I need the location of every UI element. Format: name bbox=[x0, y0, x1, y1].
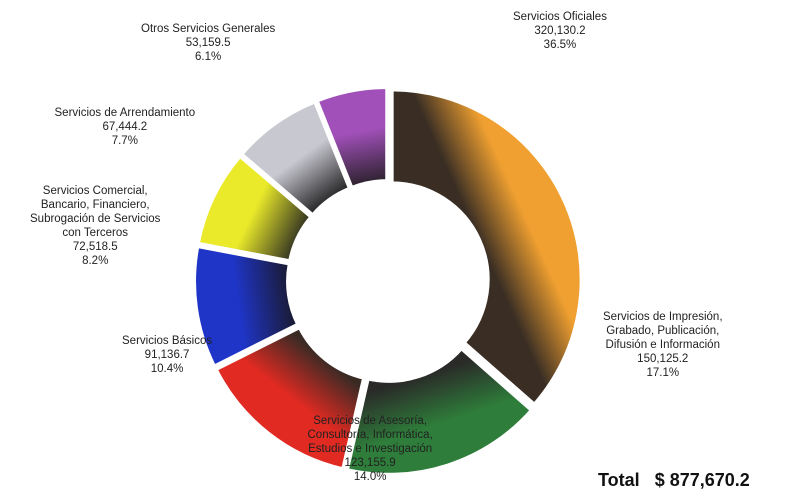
total-summary: Total $ 877,670.2 bbox=[598, 470, 750, 491]
slice-3 bbox=[212, 324, 367, 472]
slice-label-name-line: Difusión e Información bbox=[605, 339, 720, 351]
slice-label-name-line: Consultoría, Informática, bbox=[307, 429, 433, 441]
slice-label-value: 67,444.2 bbox=[102, 121, 148, 133]
slice-label-value: 150,125.2 bbox=[637, 353, 689, 365]
total-value: $ 877,670.2 bbox=[654, 470, 750, 490]
slice-label-name-line: Bancario, Financiero, bbox=[40, 199, 150, 211]
slice-label-7: Otros Servicios Generales 53,159.5 6.1% bbox=[141, 22, 275, 64]
slice-label-name-line: con Terceros bbox=[62, 227, 129, 239]
slice-label-6: Servicios de Arrendamiento 67,444.2 7.7% bbox=[55, 106, 196, 148]
slice-1 bbox=[389, 87, 584, 408]
slice-label-name-line: Otros Servicios Generales bbox=[141, 23, 276, 35]
slice-label-name-line: Servicios Básicos bbox=[122, 335, 213, 347]
slice-label-value: 91,136.7 bbox=[144, 349, 190, 361]
slice-label-value: 53,159.5 bbox=[185, 37, 231, 49]
total-label: Total bbox=[598, 470, 640, 490]
slice-label-name-line: Servicios Comercial, bbox=[42, 185, 148, 197]
slice-label-percent: 7.7% bbox=[111, 135, 138, 147]
slice-label-3: Servicios de Asesoría, Consultoría, Infor… bbox=[308, 414, 433, 484]
slice-label-name-line: Grabado, Publicación, bbox=[606, 325, 720, 337]
slice-label-name-line: Subrogación de Servicios bbox=[30, 213, 161, 225]
slice-label-percent: 6.1% bbox=[195, 51, 222, 63]
slice-label-name-line: Servicios Oficiales bbox=[513, 11, 607, 23]
slice-label-4: Servicios Básicos 91,136.7 10.4% bbox=[122, 334, 212, 376]
slice-label-1: Servicios Oficiales 320,130.2 36.5% bbox=[513, 10, 607, 52]
slice-label-name-line: Servicios de Asesoría, bbox=[313, 415, 428, 427]
slice-label-percent: 17.1% bbox=[646, 367, 680, 379]
slice-label-name-line: Servicios de Arrendamiento bbox=[54, 107, 196, 119]
slice-label-percent: 8.2% bbox=[82, 255, 109, 267]
slice-label-name-line: Estudios e Investigación bbox=[308, 443, 433, 455]
slice-7 bbox=[314, 85, 390, 191]
slice-2 bbox=[344, 345, 535, 477]
slice-label-value: 320,130.2 bbox=[534, 25, 586, 37]
slice-4 bbox=[192, 243, 301, 370]
slice-label-percent: 10.4% bbox=[150, 363, 184, 375]
slice-label-value: 123,155.9 bbox=[344, 457, 396, 469]
slice-label-name-line: Servicios de Impresión, bbox=[603, 311, 723, 323]
slice-label-percent: 14.0% bbox=[353, 471, 387, 483]
slice-label-2: Servicios de Impresión, Grabado, Publicac… bbox=[603, 310, 723, 380]
slice-label-5: Servicios Comercial, Bancario, Financiero… bbox=[30, 184, 160, 268]
slice-label-percent: 36.5% bbox=[543, 39, 577, 51]
slice-label-value: 72,518.5 bbox=[72, 241, 118, 253]
